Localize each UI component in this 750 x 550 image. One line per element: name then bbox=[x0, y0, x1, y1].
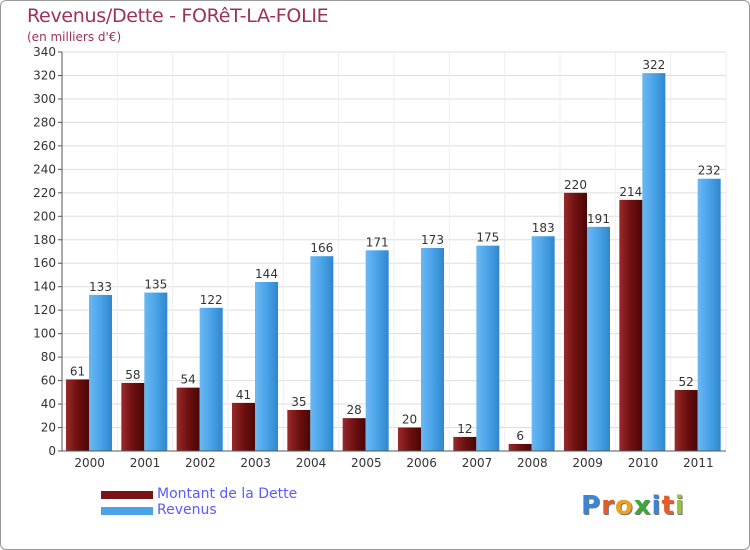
legend-swatch-debt bbox=[101, 491, 153, 499]
bar-revenus bbox=[255, 282, 278, 451]
x-tick-label: 2006 bbox=[406, 456, 437, 470]
x-tick-label: 2008 bbox=[517, 456, 548, 470]
data-label: 41 bbox=[236, 388, 251, 402]
x-tick-label: 2003 bbox=[240, 456, 271, 470]
y-tick-label: 340 bbox=[33, 45, 56, 59]
y-tick-label: 120 bbox=[33, 303, 56, 317]
bar-revenus bbox=[476, 245, 500, 451]
data-label: 35 bbox=[291, 395, 306, 409]
bar-revenus bbox=[144, 292, 168, 451]
logo-letter: i bbox=[674, 491, 685, 521]
bar-revenus bbox=[89, 294, 112, 451]
y-tick-label: 260 bbox=[33, 139, 56, 153]
y-tick-label: 60 bbox=[41, 374, 56, 388]
logo-letter: i bbox=[651, 491, 662, 521]
bar-revenus bbox=[365, 250, 389, 451]
logo-letter: t bbox=[661, 491, 675, 521]
chart-subtitle: (en milliers d'€) bbox=[27, 30, 122, 44]
y-tick-label: 220 bbox=[33, 186, 56, 200]
y-tick-label: 100 bbox=[33, 327, 56, 341]
data-label: 52 bbox=[679, 375, 694, 389]
x-tick-label: 2001 bbox=[130, 456, 161, 470]
data-label: 171 bbox=[366, 235, 389, 249]
y-tick-label: 0 bbox=[48, 444, 56, 458]
data-label: 6 bbox=[516, 429, 524, 443]
data-label: 12 bbox=[457, 422, 472, 436]
x-tick-label: 2010 bbox=[628, 456, 659, 470]
bar-dette bbox=[176, 387, 200, 451]
y-tick-label: 280 bbox=[33, 115, 56, 129]
y-tick-label: 80 bbox=[41, 350, 56, 364]
x-tick-label: 2004 bbox=[296, 456, 327, 470]
x-tick-label: 2007 bbox=[462, 456, 493, 470]
y-tick-label: 140 bbox=[33, 280, 56, 294]
data-label: 28 bbox=[347, 403, 362, 417]
bar-chart: 61 133 58 135 54 122 41 144 35 166 28 171 20 173 12 175… bbox=[33, 45, 727, 470]
data-label: 220 bbox=[564, 178, 587, 192]
bar-dette bbox=[674, 389, 698, 451]
bar-revenus bbox=[697, 178, 721, 451]
y-tick-label: 240 bbox=[33, 162, 56, 176]
data-label: 183 bbox=[532, 221, 555, 235]
chart-title: Revenus/Dette - FORêT-LA-FOLIE bbox=[27, 5, 329, 27]
bar-dette bbox=[619, 199, 643, 451]
data-label: 175 bbox=[476, 231, 499, 245]
y-tick-label: 160 bbox=[33, 256, 56, 270]
bar-dette bbox=[342, 418, 366, 451]
y-tick-label: 300 bbox=[33, 92, 56, 106]
bar-dette bbox=[453, 436, 477, 451]
data-label: 166 bbox=[310, 241, 333, 255]
y-tick-label: 200 bbox=[33, 209, 56, 223]
data-label: 232 bbox=[698, 164, 721, 178]
bar-dette bbox=[287, 409, 311, 451]
logo-letter: o bbox=[614, 491, 634, 521]
bar-dette bbox=[508, 443, 532, 451]
y-tick-label: 180 bbox=[33, 233, 56, 247]
legend-label-debt: Montant de la Dette bbox=[157, 486, 298, 502]
logo-letter: P bbox=[581, 491, 602, 521]
bar-dette bbox=[121, 382, 145, 451]
data-label: 135 bbox=[144, 278, 167, 292]
data-label: 133 bbox=[89, 280, 112, 294]
data-label: 58 bbox=[125, 368, 140, 382]
logo-letter: r bbox=[601, 491, 615, 521]
x-tick-label: 2005 bbox=[351, 456, 382, 470]
y-tick-label: 320 bbox=[33, 68, 56, 82]
bar-dette bbox=[232, 402, 255, 451]
bar-revenus bbox=[587, 226, 610, 451]
y-tick-label: 40 bbox=[41, 397, 56, 411]
data-label: 61 bbox=[70, 364, 85, 378]
bar-revenus bbox=[421, 247, 444, 451]
legend-label-revenus: Revenus bbox=[157, 502, 217, 518]
data-label: 173 bbox=[421, 233, 444, 247]
bar-dette bbox=[564, 192, 587, 451]
legend-swatch-revenus bbox=[101, 507, 153, 515]
bar-dette bbox=[398, 427, 421, 451]
y-tick-label: 20 bbox=[41, 421, 56, 435]
x-tick-label: 2011 bbox=[683, 456, 714, 470]
x-tick-label: 2002 bbox=[185, 456, 216, 470]
bar-revenus bbox=[531, 236, 555, 451]
logo-letter: x bbox=[633, 491, 652, 521]
proxiti-logo: Proxiti bbox=[581, 491, 685, 521]
data-label: 20 bbox=[402, 413, 417, 427]
data-label: 191 bbox=[587, 212, 610, 226]
data-label: 54 bbox=[181, 373, 196, 387]
data-label: 122 bbox=[200, 293, 223, 307]
data-label: 144 bbox=[255, 267, 278, 281]
data-label: 322 bbox=[642, 58, 665, 72]
x-tick-label: 2009 bbox=[572, 456, 603, 470]
x-tick-label: 2000 bbox=[74, 456, 105, 470]
bar-revenus bbox=[310, 256, 334, 451]
bar-revenus bbox=[199, 307, 223, 451]
bar-revenus bbox=[642, 73, 666, 451]
data-label: 214 bbox=[619, 185, 642, 199]
bar-dette bbox=[66, 379, 89, 451]
